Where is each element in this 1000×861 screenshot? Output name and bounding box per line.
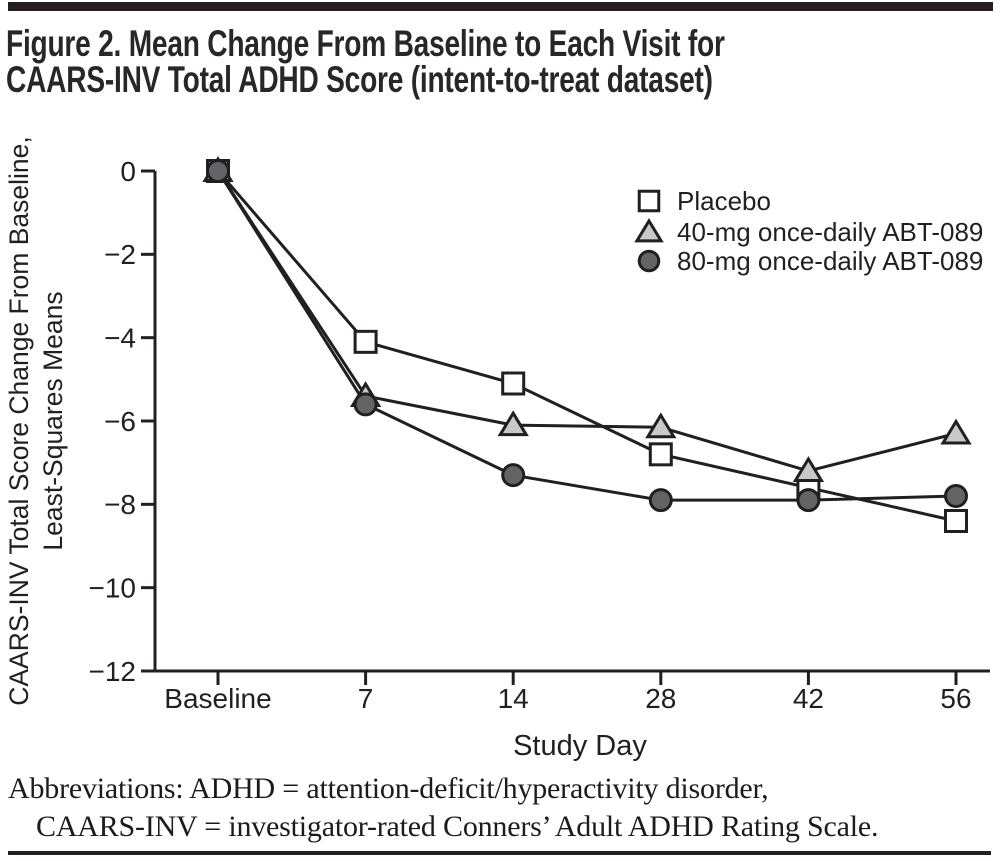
y-axis-tick-label: −6	[104, 406, 136, 437]
legend-label: Placebo	[677, 186, 771, 216]
y-axis-tick-label: −12	[89, 656, 137, 687]
x-axis-tick-label: Baseline	[164, 683, 271, 714]
y-axis-tick-label: −2	[104, 239, 136, 270]
data-point-circle-7	[353, 392, 378, 417]
x-axis-tick-label: 7	[358, 683, 374, 714]
line-chart: 0 −2 −4 −6 −8 −10 −12 Baseline 7 14 28 42 56 Study Da…	[4, 136, 990, 762]
series-line-square	[216, 170, 957, 523]
data-point-circle-Baseline	[206, 159, 230, 183]
data-point-triangle-28	[645, 412, 677, 439]
legend-swatch-circle	[637, 249, 661, 273]
data-point-square-7	[353, 329, 378, 354]
figure-footnote: Abbreviations: ADHD = attention-deficit/…	[8, 770, 879, 846]
footnote-line1: Abbreviations: ADHD = attention-deficit/…	[8, 772, 769, 805]
y-axis-title-line1: CAARS-INV Total Score Change From Baseli…	[4, 136, 34, 706]
x-axis-tick-label: 56	[940, 683, 971, 714]
data-point-circle-42	[796, 488, 821, 513]
legend-label: 80-mg once-daily ABT-089	[677, 246, 983, 276]
data-point-triangle-56	[940, 418, 972, 445]
figure-title-line2: CAARS-INV Total ADHD Score (intent-to-tr…	[6, 59, 713, 100]
x-axis-title: Study Day	[513, 730, 647, 762]
series-line-triangle	[216, 170, 957, 473]
data-point-circle-56	[944, 484, 968, 509]
y-axis-tick-label: 0	[120, 156, 136, 187]
x-axis-tick-label: 14	[498, 683, 529, 714]
figure-title-line1: Figure 2. Mean Change From Baseline to E…	[6, 23, 725, 64]
data-point-triangle-14	[497, 410, 529, 437]
figure-bottom-rule	[8, 851, 991, 855]
legend-swatch-triangle	[634, 217, 664, 243]
footnote-line2: CAARS-INV = investigator-rated Conners’ …	[36, 810, 879, 843]
y-axis-tick-label: −10	[89, 572, 137, 603]
series-line-circle	[216, 170, 957, 502]
data-point-square-56	[944, 509, 968, 534]
x-axis-tick-label: 28	[645, 683, 676, 714]
legend-swatch-square	[637, 189, 661, 213]
figure-title: Figure 2. Mean Change From Baseline to E…	[6, 23, 725, 100]
y-axis-title-line2: Least-Squares Means	[38, 291, 68, 550]
data-point-triangle-42	[792, 456, 825, 483]
x-axis-tick-label: 42	[793, 683, 824, 714]
figure-top-rule	[8, 2, 993, 11]
data-point-circle-28	[648, 488, 673, 513]
data-point-circle-14	[501, 463, 526, 488]
y-axis-tick-label: −8	[104, 489, 136, 520]
legend-label: 40-mg once-daily ABT-089	[677, 217, 983, 247]
y-axis-tick-label: −4	[104, 322, 136, 353]
data-point-square-28	[648, 442, 673, 467]
data-point-square-14	[501, 371, 526, 396]
